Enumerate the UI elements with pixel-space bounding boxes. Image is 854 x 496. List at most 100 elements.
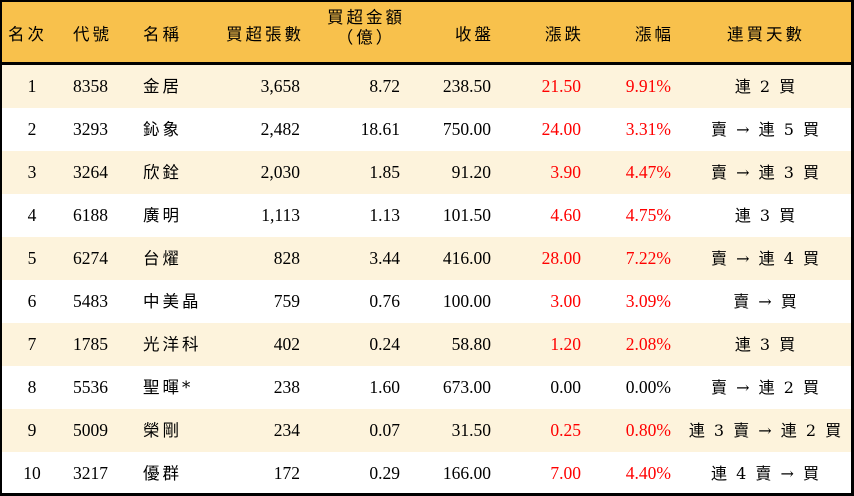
header-net-buy-amount-line2: （億） — [336, 28, 396, 47]
cell-rank: 10 — [23, 463, 41, 483]
cell-change: 4.60 — [550, 205, 581, 225]
cell-change-pct: 9.91% — [625, 76, 671, 96]
cell-net-buy-lots: 234 — [273, 420, 300, 440]
cell-close: 416.00 — [442, 248, 491, 268]
cell-net-buy-lots: 759 — [273, 291, 300, 311]
cell-net-buy-amount: 3.44 — [369, 248, 400, 268]
cell-streak: 連 3 買 — [734, 206, 798, 225]
cell-change: 3.00 — [550, 291, 581, 311]
table-header: 名次 代號 名稱 買超張數 買超金額 （億） 收盤 漲跌 漲幅 連買天數 — [2, 2, 851, 62]
cell-net-buy-lots: 1,113 — [261, 205, 300, 225]
cell-change-pct: 4.40% — [625, 463, 671, 483]
table-row: 7 1785 光洋科 402 0.24 58.80 1.20 2.08% 連 3… — [2, 323, 851, 366]
cell-streak: 賣 → 買 — [733, 292, 799, 311]
cell-name: 優群 — [143, 464, 182, 483]
cell-rank: 5 — [27, 248, 37, 268]
cell-net-buy-lots: 828 — [273, 248, 300, 268]
cell-name: 光洋科 — [143, 335, 202, 354]
cell-change-pct: 7.22% — [625, 248, 671, 268]
cell-close: 166.00 — [442, 463, 491, 483]
cell-net-buy-amount: 8.72 — [369, 76, 400, 96]
table-row: 2 3293 鈊象 2,482 18.61 750.00 24.00 3.31%… — [2, 108, 851, 151]
cell-net-buy-amount: 0.76 — [369, 291, 400, 311]
cell-net-buy-amount: 18.61 — [360, 119, 400, 139]
cell-net-buy-lots: 402 — [273, 334, 300, 354]
cell-change-pct: 3.09% — [625, 291, 671, 311]
table-row: 4 6188 廣明 1,113 1.13 101.50 4.60 4.75% 連… — [2, 194, 851, 237]
cell-net-buy-amount: 1.60 — [369, 377, 400, 397]
header-net-buy-amount-line1: 買超金額 — [327, 8, 405, 27]
cell-close: 238.50 — [442, 76, 491, 96]
cell-change: 0.25 — [550, 420, 581, 440]
cell-change-pct: 3.31% — [625, 119, 671, 139]
cell-code: 8358 — [73, 76, 108, 96]
table-row: 8 5536 聖暉* 238 1.60 673.00 0.00 0.00% 賣 … — [2, 366, 851, 409]
cell-code: 3217 — [73, 463, 108, 483]
table-row: 1 8358 金居 3,658 8.72 238.50 21.50 9.91% … — [2, 65, 851, 108]
cell-change: 1.20 — [550, 334, 581, 354]
table-row: 3 3264 欣銓 2,030 1.85 91.20 3.90 4.47% 賣 … — [2, 151, 851, 194]
table-row: 10 3217 優群 172 0.29 166.00 7.00 4.40% 連 … — [2, 452, 851, 493]
cell-net-buy-lots: 2,482 — [260, 119, 300, 139]
cell-streak: 連 2 買 — [734, 77, 798, 96]
cell-code: 6274 — [73, 248, 108, 268]
cell-code: 5536 — [73, 377, 108, 397]
cell-rank: 8 — [27, 377, 37, 397]
cell-rank: 4 — [27, 205, 37, 225]
cell-close: 750.00 — [442, 119, 491, 139]
cell-net-buy-lots: 172 — [273, 463, 300, 483]
cell-net-buy-amount: 0.24 — [369, 334, 400, 354]
cell-rank: 9 — [27, 420, 37, 440]
cell-streak: 連 3 買 — [734, 335, 798, 354]
cell-name: 廣明 — [143, 206, 182, 225]
table-body: 1 8358 金居 3,658 8.72 238.50 21.50 9.91% … — [2, 65, 851, 493]
cell-close: 673.00 — [442, 377, 491, 397]
cell-net-buy-amount: 0.07 — [369, 420, 400, 440]
table-row: 9 5009 榮剛 234 0.07 31.50 0.25 0.80% 連 3 … — [2, 409, 851, 452]
cell-code: 3264 — [73, 162, 108, 182]
cell-change-pct: 0.00% — [625, 377, 671, 397]
header-net-buy-lots: 買超張數 — [226, 25, 304, 44]
cell-code: 5009 — [73, 420, 108, 440]
table-row: 5 6274 台燿 828 3.44 416.00 28.00 7.22% 賣 … — [2, 237, 851, 280]
cell-net-buy-amount: 1.85 — [369, 162, 400, 182]
cell-close: 101.50 — [442, 205, 491, 225]
cell-streak: 賣 → 連 4 買 — [711, 249, 821, 268]
header-divider — [2, 62, 851, 65]
cell-name: 欣銓 — [143, 163, 182, 182]
cell-close: 91.20 — [451, 162, 491, 182]
cell-streak: 賣 → 連 2 買 — [711, 378, 821, 397]
cell-name: 台燿 — [143, 249, 182, 268]
cell-net-buy-amount: 0.29 — [369, 463, 400, 483]
cell-rank: 6 — [27, 291, 37, 311]
cell-streak: 賣 → 連 5 買 — [711, 120, 821, 139]
cell-rank: 7 — [27, 334, 37, 354]
cell-code: 5483 — [73, 291, 108, 311]
cell-net-buy-lots: 3,658 — [260, 76, 300, 96]
cell-streak: 賣 → 連 3 買 — [711, 163, 821, 182]
cell-net-buy-amount: 1.13 — [369, 205, 400, 225]
cell-change-pct: 4.47% — [625, 162, 671, 182]
cell-net-buy-lots: 238 — [273, 377, 300, 397]
cell-change: 3.90 — [550, 162, 581, 182]
cell-rank: 3 — [27, 162, 37, 182]
header-change-pct: 漲幅 — [635, 25, 674, 44]
cell-name: 金居 — [143, 77, 182, 96]
cell-change: 0.00 — [550, 377, 581, 397]
table-row: 6 5483 中美晶 759 0.76 100.00 3.00 3.09% 賣 … — [2, 280, 851, 323]
cell-rank: 1 — [27, 76, 37, 96]
header-rank: 名次 — [8, 25, 47, 44]
header-code: 代號 — [73, 25, 112, 44]
cell-close: 100.00 — [442, 291, 491, 311]
cell-net-buy-lots: 2,030 — [260, 162, 300, 182]
cell-streak: 連 4 賣 → 買 — [711, 464, 821, 483]
cell-code: 1785 — [73, 334, 108, 354]
cell-rank: 2 — [27, 119, 37, 139]
header-streak: 連買天數 — [727, 25, 805, 44]
header-change: 漲跌 — [545, 25, 584, 44]
cell-name: 榮剛 — [143, 421, 182, 440]
header-close: 收盤 — [455, 25, 494, 44]
cell-name: 鈊象 — [143, 120, 182, 139]
cell-change-pct: 0.80% — [625, 420, 671, 440]
